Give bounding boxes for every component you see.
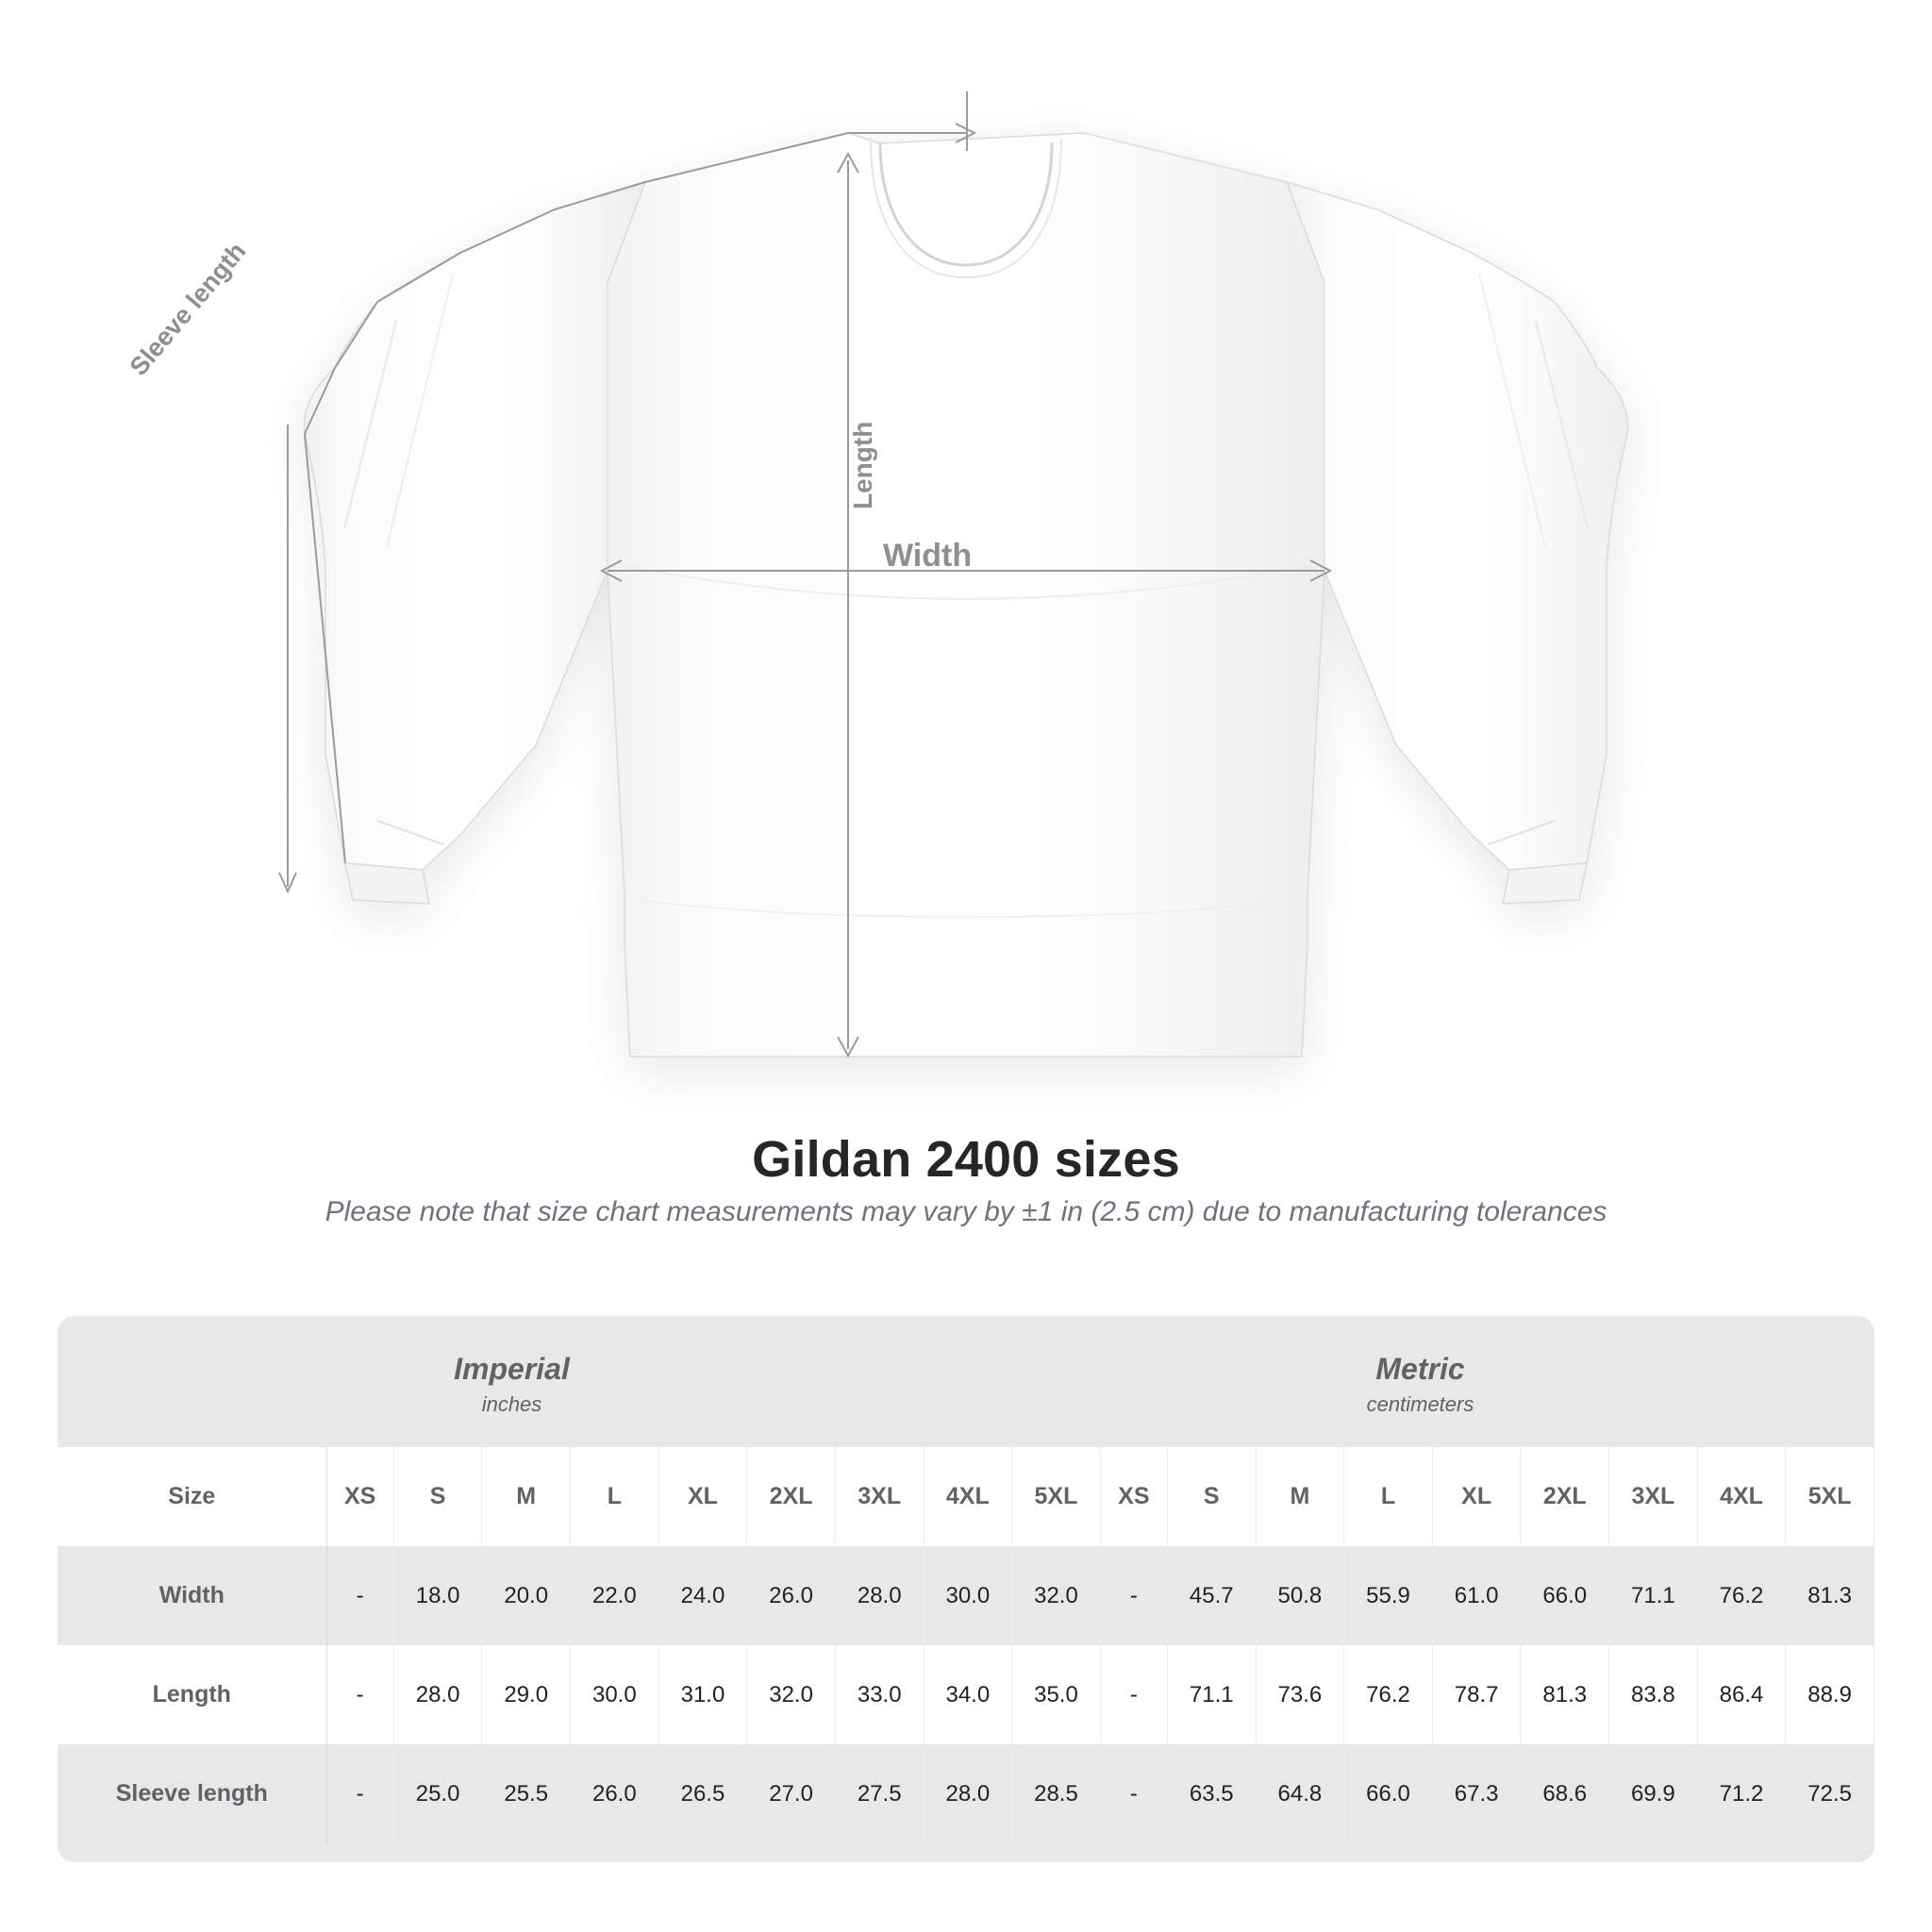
svg-text:Length: Length [848,422,877,509]
svg-text:Width: Width [883,538,972,574]
svg-text:Sleeve length: Sleeve length [125,237,252,381]
